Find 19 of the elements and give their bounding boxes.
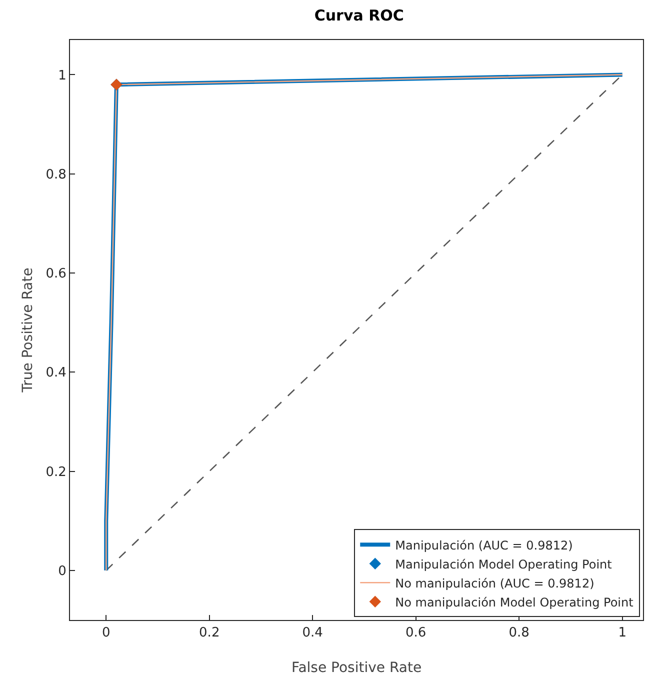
y-tick-label: 0.8 (46, 167, 66, 182)
y-tick-label: 0 (58, 564, 66, 579)
x-axis-title: False Positive Rate (291, 660, 422, 676)
legend-label: No manipulación (AUC = 0.9812) (395, 576, 594, 590)
y-axis-title: True Positive Rate (20, 268, 36, 394)
y-tick-label: 0.4 (46, 366, 66, 381)
y-tick-label: 0.6 (46, 266, 66, 282)
x-tick-label: 0 (102, 626, 110, 641)
legend-label: Manipulación (AUC = 0.9812) (395, 538, 573, 552)
x-tick-label: 0.8 (508, 626, 530, 641)
chart-title: Curva ROC (314, 6, 404, 25)
x-tick-label: 0.2 (199, 626, 220, 641)
x-tick-label: 0.6 (406, 626, 426, 641)
legend-label: Manipulación Model Operating Point (395, 557, 612, 572)
x-tick-label: 0.4 (302, 626, 323, 641)
x-tick-label: 1 (618, 626, 626, 641)
y-tick-label: 1 (58, 68, 66, 84)
y-tick-label: 0.2 (46, 464, 66, 480)
legend-label: No manipulación Model Operating Point (395, 595, 634, 610)
